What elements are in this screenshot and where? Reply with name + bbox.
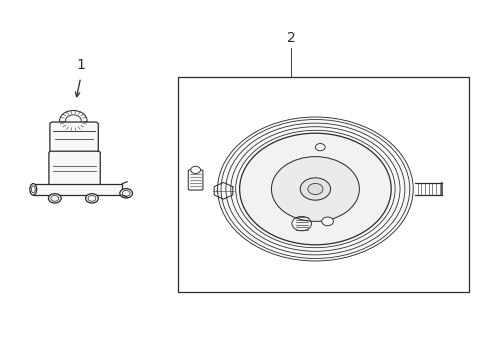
Circle shape xyxy=(300,178,330,200)
Text: 1: 1 xyxy=(76,58,85,72)
FancyBboxPatch shape xyxy=(188,170,203,190)
Circle shape xyxy=(65,115,81,126)
Circle shape xyxy=(321,217,333,226)
FancyBboxPatch shape xyxy=(49,151,100,185)
Circle shape xyxy=(239,133,390,245)
Ellipse shape xyxy=(30,184,37,195)
Circle shape xyxy=(271,157,359,221)
Circle shape xyxy=(307,184,322,195)
Bar xyxy=(178,77,468,292)
Circle shape xyxy=(217,117,412,261)
Circle shape xyxy=(190,166,200,174)
Circle shape xyxy=(315,144,325,151)
Circle shape xyxy=(85,194,98,203)
Circle shape xyxy=(120,189,132,198)
FancyBboxPatch shape xyxy=(50,122,98,155)
Circle shape xyxy=(60,111,87,131)
Bar xyxy=(33,184,122,195)
Text: 2: 2 xyxy=(286,31,295,45)
Circle shape xyxy=(48,194,61,203)
